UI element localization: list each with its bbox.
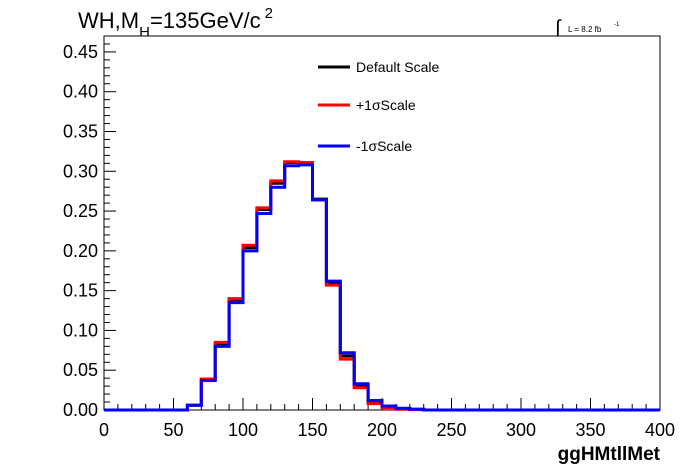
integral-sign: ∫	[554, 17, 562, 39]
legend: Default Scale +1σScale -1σScale	[318, 59, 439, 154]
y-tick-label: 0.25	[63, 201, 98, 221]
luminosity-text: L = 8.2 fb	[568, 25, 602, 34]
y-tick-label: 0.30	[63, 161, 98, 181]
x-tick-label: 100	[228, 420, 258, 440]
luminosity-label: ∫ L = 8.2 fb -1	[554, 17, 620, 39]
y-tick-label: 0.05	[63, 360, 98, 380]
histogram-series-3	[104, 163, 660, 412]
chart-title: WH,MH=135GeV/c 2	[78, 5, 273, 41]
y-tick-label: 0.40	[63, 82, 98, 102]
y-tick-label: 0.35	[63, 121, 98, 141]
y-tick-label: 0.20	[63, 241, 98, 261]
legend-label: +1σScale	[356, 97, 416, 113]
y-tick-label: 0.45	[63, 42, 98, 62]
y-axis: 0.00 0.05 0.10 0.15 0.20 0.25 0.30 0.35 0.40 0.45	[63, 42, 116, 420]
x-tick-label: 250	[436, 420, 466, 440]
x-axis-title: ggHMtllMet	[558, 444, 661, 465]
x-tick-label: 150	[297, 420, 327, 440]
legend-label: -1σScale	[356, 138, 412, 154]
x-tick-label: 300	[506, 420, 536, 440]
title-superscript: 2	[265, 5, 273, 22]
title-subscript: H	[139, 24, 150, 41]
x-tick-label: 350	[575, 420, 605, 440]
series-group	[104, 160, 660, 412]
luminosity-superscript: -1	[614, 22, 620, 28]
y-tick-label: 0.15	[63, 281, 98, 301]
x-tick-label: 400	[645, 420, 675, 440]
x-tick-label: 50	[163, 420, 183, 440]
x-tick-label: 0	[99, 420, 109, 440]
y-tick-label: 0.00	[63, 400, 98, 420]
x-tick-label: 200	[367, 420, 397, 440]
y-tick-label: 0.10	[63, 320, 98, 340]
plot-frame	[103, 35, 661, 411]
title-main: WH,M	[78, 8, 139, 33]
title-rest: =135GeV/c	[150, 8, 261, 33]
legend-label: Default Scale	[356, 59, 439, 75]
